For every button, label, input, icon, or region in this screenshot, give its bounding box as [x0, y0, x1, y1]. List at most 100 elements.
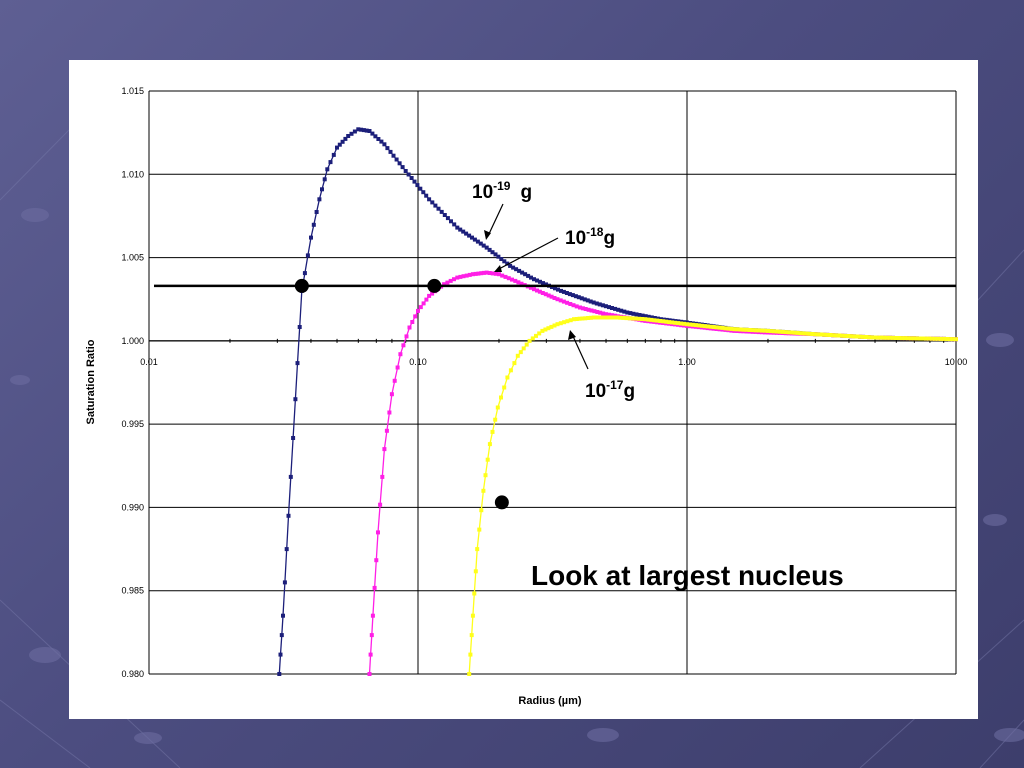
series-1-point [337, 142, 342, 147]
series-3-point [618, 315, 623, 320]
series-1-point [430, 200, 435, 205]
series-2-point [389, 392, 394, 397]
series-2-point [368, 652, 373, 657]
series-2-point [369, 633, 374, 638]
highlight-marker [427, 278, 442, 293]
series-1-point [496, 254, 501, 259]
series-2-point [506, 276, 511, 281]
y-tick-label: 1.005 [121, 253, 144, 263]
series-1-point [640, 313, 645, 318]
series-3-point [537, 331, 542, 336]
series-2-point [395, 365, 400, 370]
x-tick-label: 1.00 [678, 357, 696, 367]
series-3-point [502, 385, 507, 390]
series-1-point [470, 235, 474, 240]
series-2-point [549, 294, 554, 299]
series-1-point [343, 136, 348, 141]
series-1-point [335, 145, 339, 150]
series-3-point [774, 329, 779, 334]
series-1-point [328, 160, 333, 165]
series-1-point [616, 307, 621, 312]
series-3-point [597, 315, 602, 320]
series-3-point [861, 334, 866, 339]
series-3-point [873, 335, 877, 340]
series-1-point [317, 197, 322, 202]
series-1-point [600, 303, 605, 308]
series-2-point [442, 282, 447, 287]
series-3-point [915, 336, 919, 341]
series-3-point [676, 321, 681, 326]
series-3-point [515, 353, 520, 358]
series-3-point [530, 336, 535, 341]
y-tick-label: 0.980 [121, 669, 144, 679]
series-2-point [583, 307, 588, 311]
series-2-point [610, 313, 615, 318]
series-3-point [729, 326, 734, 331]
series-1-point [613, 306, 618, 311]
y-tick-label: 0.985 [121, 586, 144, 596]
series-3-point [882, 335, 886, 340]
series-3-point [831, 333, 836, 338]
series-1-point [293, 397, 298, 402]
series-2-point [481, 270, 486, 275]
series-3-point [603, 315, 608, 320]
series-3-point [762, 328, 767, 333]
series-3-point [780, 329, 785, 334]
series-3-point [487, 442, 492, 447]
series-2-point [430, 291, 435, 296]
highlight-marker [494, 495, 509, 510]
series-2-point [387, 410, 392, 415]
series-3-point [798, 331, 803, 336]
series-3-point [469, 633, 474, 638]
series-2-point [461, 274, 466, 279]
series-2-point [401, 343, 406, 348]
note-look-at-largest-nucleus: Look at largest nucleus [531, 560, 844, 591]
series-2-point [372, 585, 377, 590]
series-1-point [284, 547, 289, 552]
series-1-point [400, 165, 405, 170]
series-3-point [705, 324, 710, 329]
series-1-point [424, 193, 429, 198]
series-1-point [409, 176, 414, 180]
series-2-point [604, 312, 608, 317]
series-3-point [470, 613, 475, 618]
series-3-point [714, 325, 719, 330]
series-1-point [421, 190, 426, 195]
series-3-point [670, 320, 675, 325]
series-3-point [720, 325, 725, 330]
series-1-point [382, 142, 387, 147]
series-3-point [945, 337, 949, 341]
series-1-point [475, 239, 480, 244]
series-3-point [477, 527, 482, 532]
series-1-point [320, 187, 324, 192]
series-3-point [723, 326, 728, 331]
series-1-point [297, 325, 302, 329]
series-3-point [640, 317, 645, 321]
series-2-point [467, 272, 472, 277]
series-3-point [777, 329, 782, 334]
series-3-point [490, 429, 495, 434]
series-3-point [467, 672, 472, 676]
series-2-point [458, 274, 463, 279]
series-1-point [403, 169, 408, 173]
series-3-point [688, 322, 692, 327]
series-2-point [578, 305, 582, 310]
series-3-point [664, 319, 669, 324]
series-1-point [394, 157, 399, 162]
series-1-point [278, 652, 283, 657]
series-1-point [579, 296, 584, 301]
series-3-point [924, 336, 928, 341]
series-line-1 [278, 128, 957, 675]
series-3-point [906, 336, 910, 341]
arrowhead-10-19 [484, 230, 491, 240]
series-1-point [439, 209, 444, 214]
series-3-point [572, 317, 576, 322]
series-3-point [479, 508, 484, 513]
series-3-point [750, 328, 755, 333]
series-1-point [511, 265, 516, 270]
series-3-point [747, 328, 752, 332]
series-3-point [792, 330, 797, 335]
y-tick-label: 0.990 [121, 502, 144, 512]
series-3-point [630, 316, 635, 321]
series-3-point [527, 338, 532, 343]
